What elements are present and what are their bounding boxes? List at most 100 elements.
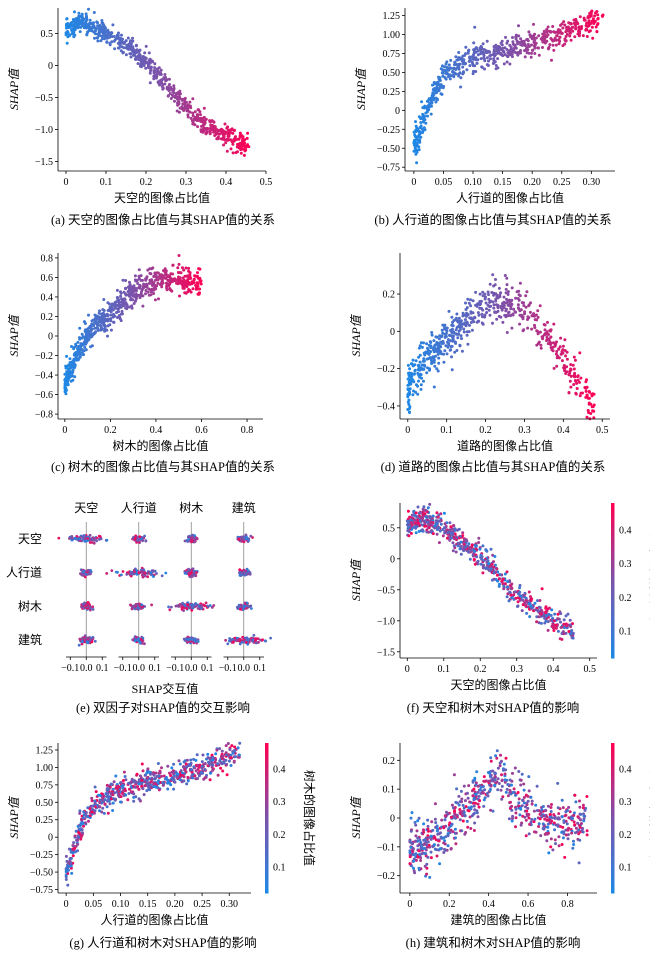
- colorbar-segment: [611, 611, 615, 615]
- scatter-point: [183, 100, 187, 104]
- scatter-point: [186, 282, 190, 286]
- panel-caption: (a) 天空的图像占比值与其SHAP值的关系: [51, 212, 275, 227]
- scatter-point: [561, 630, 565, 634]
- interaction-point: [192, 572, 196, 575]
- scatter-point: [499, 315, 503, 319]
- scatter-point: [105, 328, 109, 332]
- interaction-point: [187, 571, 191, 575]
- scatter-point: [450, 368, 454, 372]
- y-tick-label: −0.75: [377, 163, 400, 174]
- interaction-point: [186, 601, 190, 604]
- scatter-point: [128, 47, 132, 51]
- scatter-point: [430, 333, 434, 337]
- scatter-point: [563, 338, 567, 342]
- scatter-point: [122, 290, 126, 294]
- colorbar-segment: [611, 588, 615, 592]
- scatter-point: [468, 557, 472, 561]
- scatter-point: [545, 39, 549, 43]
- scatter-point: [500, 43, 504, 47]
- scatter-point: [168, 276, 172, 280]
- scatter-point: [471, 299, 475, 303]
- scatter-point: [456, 544, 460, 548]
- colorbar-segment: [611, 639, 615, 643]
- scatter-point: [535, 620, 539, 624]
- scatter-point: [406, 509, 410, 513]
- interaction-point: [241, 635, 245, 639]
- scatter-point: [444, 332, 448, 336]
- scatter-point: [565, 32, 569, 36]
- scatter-point: [109, 319, 113, 323]
- scatter-point: [84, 342, 88, 346]
- interaction-point: [120, 573, 123, 577]
- scatter-point: [533, 46, 537, 50]
- interaction-point: [238, 642, 242, 646]
- scatter-point: [205, 131, 209, 135]
- scatter-point: [416, 392, 420, 396]
- scatter-point: [121, 278, 125, 282]
- scatter-point: [456, 320, 460, 324]
- scatter-point: [128, 283, 132, 286]
- scatter-point: [533, 326, 537, 330]
- scatter-point: [117, 300, 121, 304]
- scatter-point: [509, 593, 513, 597]
- scatter-point: [135, 278, 139, 282]
- scatter-point: [424, 524, 428, 528]
- scatter-point: [425, 108, 429, 112]
- interaction-point: [78, 637, 82, 641]
- scatter-point: [538, 612, 542, 616]
- interaction-point: [133, 639, 137, 643]
- scatter-point: [465, 539, 469, 543]
- scatter-point: [468, 323, 471, 327]
- scatter-point: [518, 586, 522, 590]
- scatter-point: [105, 36, 109, 40]
- scatter-point: [173, 99, 176, 103]
- scatter-point: [175, 95, 179, 99]
- scatter-point: [111, 809, 115, 812]
- scatter-point: [121, 50, 125, 54]
- scatter-point: [572, 367, 576, 371]
- scatter-point: [94, 314, 98, 318]
- scatter-point: [83, 345, 87, 349]
- scatter-point: [529, 55, 533, 59]
- scatter-point: [568, 618, 572, 622]
- scatter-point: [466, 297, 470, 301]
- scatter-point: [517, 289, 521, 293]
- scatter-point: [437, 361, 441, 365]
- scatter-point: [412, 389, 415, 393]
- scatter-point: [585, 378, 588, 382]
- scatter-point: [435, 367, 439, 371]
- scatter-point: [563, 23, 567, 27]
- scatter-point: [457, 62, 461, 66]
- scatter-point: [482, 52, 486, 56]
- interaction-point: [170, 605, 173, 609]
- scatter-point: [199, 130, 203, 134]
- scatter-point: [485, 56, 489, 60]
- scatter-point: [106, 28, 110, 32]
- scatter-point: [185, 109, 189, 113]
- scatter-point: [185, 782, 189, 786]
- scatter-point: [569, 374, 573, 378]
- interaction-point: [168, 608, 172, 612]
- colorbar-segment: [611, 539, 615, 543]
- scatter-point: [503, 313, 507, 317]
- scatter-point: [506, 293, 510, 296]
- scatter-point: [540, 610, 544, 614]
- scatter-point: [74, 344, 78, 348]
- colorbar-segment: [611, 629, 615, 633]
- scatter-points-c: [63, 254, 203, 396]
- scatter-point: [419, 387, 423, 391]
- scatter-point: [484, 566, 488, 570]
- scatter-point: [426, 506, 430, 510]
- scatter-point: [576, 378, 580, 382]
- scatter-point: [546, 342, 550, 346]
- scatter-point: [433, 344, 437, 348]
- scatter-point: [537, 342, 540, 345]
- x-tick-label: 0.2: [479, 425, 492, 436]
- scatter-point: [557, 356, 561, 360]
- scatter-point: [153, 298, 157, 302]
- scatter-point: [481, 565, 485, 569]
- scatter-point: [546, 620, 550, 624]
- interaction-point: [136, 537, 140, 541]
- scatter-point: [75, 25, 79, 29]
